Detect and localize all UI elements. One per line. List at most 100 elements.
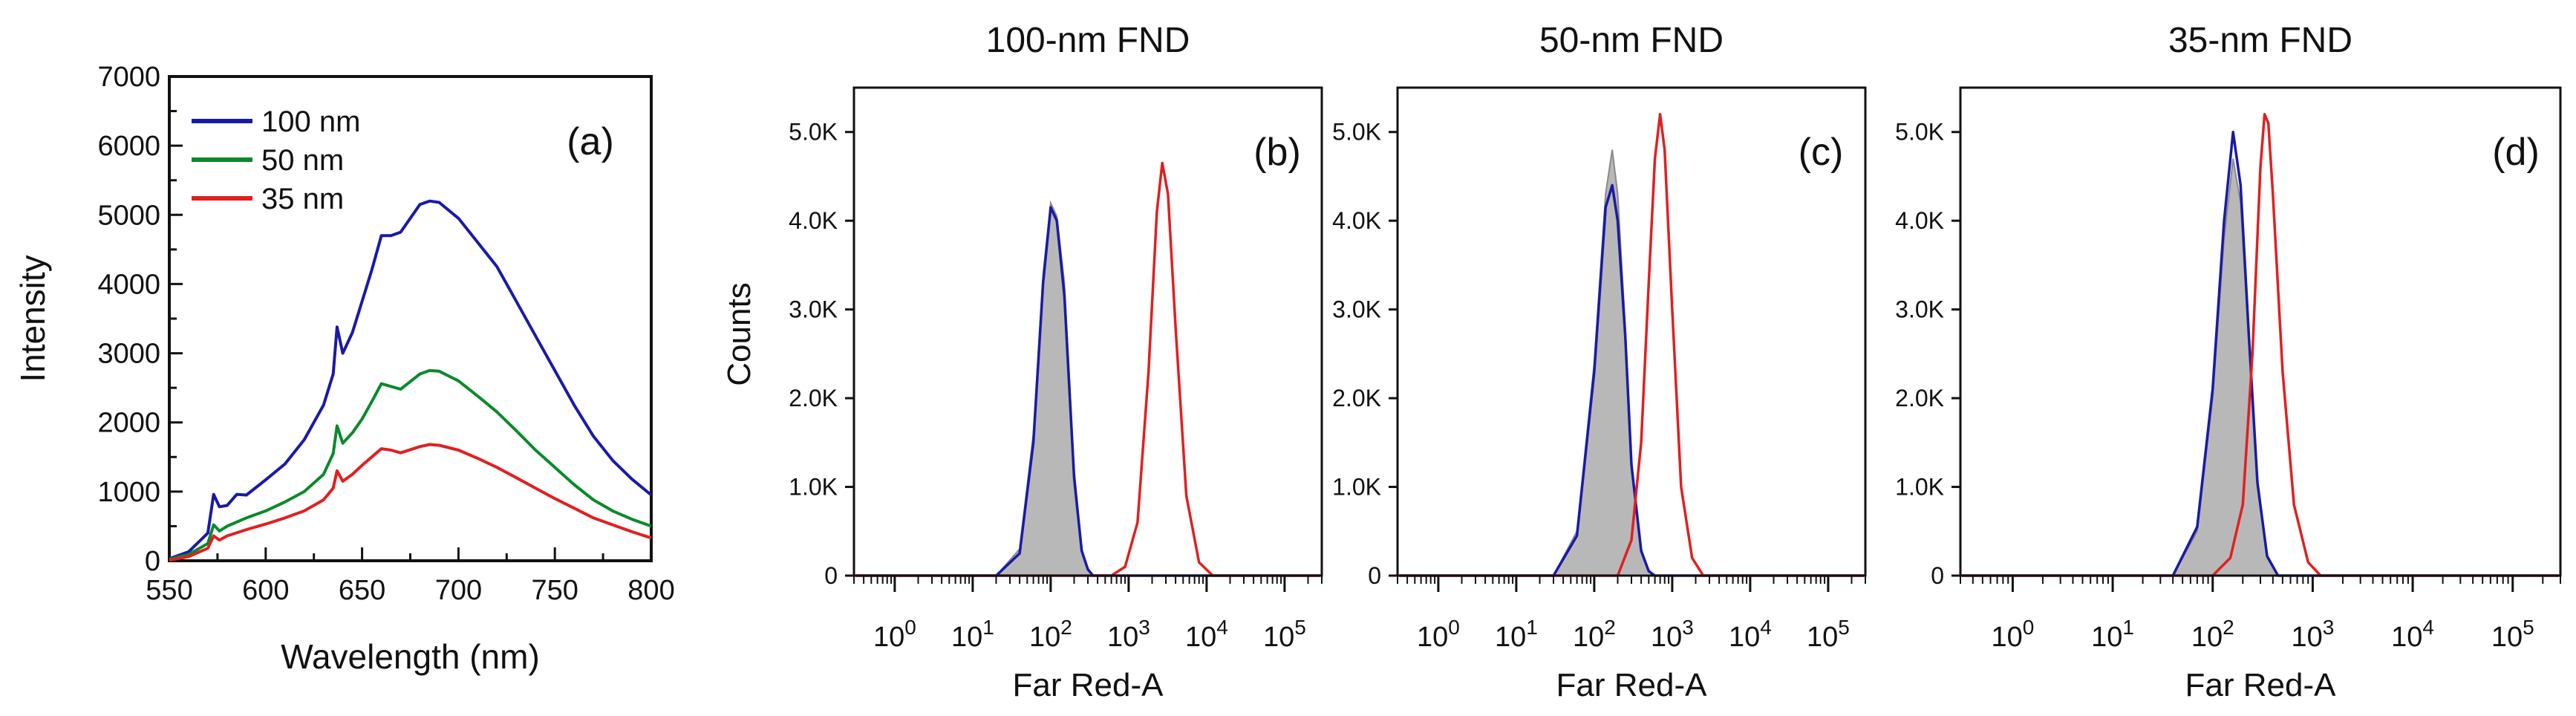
y-tick-label: 2.0K [1332,385,1381,411]
series-line-0 [169,199,653,561]
tick-base: 10 [1417,622,1448,653]
x-tick-label: 101 [1495,616,1538,653]
y-tick-label: 0 [1931,562,1944,589]
y-tick-label: 5.0K [1895,119,1944,146]
panel-label: (c) [1799,131,1844,174]
tick-exponent: 0 [2023,616,2035,639]
y-tick-label: 0 [145,546,160,577]
histogram-line-1 [1962,130,2559,577]
y-tick-label: 2.0K [789,385,838,411]
x-tick-label: 700 [435,575,482,606]
tick-base: 10 [873,622,904,653]
x-tick-label: 101 [2091,616,2134,653]
tick-exponent: 1 [2122,616,2134,639]
y-tick-label: 4.0K [789,207,838,234]
tick-exponent: 2 [2223,616,2234,639]
y-tick-label: 4.0K [1895,207,1944,234]
histogram-line-2 [855,161,1320,577]
y-tick-label: 2000 [97,408,160,439]
tick-exponent: 4 [1760,616,1772,639]
panel-label: (d) [2492,131,2540,174]
x-tick-label: 800 [627,575,674,606]
x-tick-label: 600 [242,575,289,606]
y-tick-label: 0 [824,562,838,589]
tick-exponent: 4 [1216,616,1228,639]
y-tick-label: 3.0K [789,296,838,323]
x-tick-label: 100 [1417,616,1460,653]
tick-exponent: 5 [2523,616,2534,639]
y-tick-label: 4.0K [1332,207,1381,234]
tick-exponent: 2 [1604,616,1616,639]
y-tick-label: 4000 [97,269,160,300]
y-tick-label: 5000 [97,200,160,231]
tick-exponent: 3 [2323,616,2335,639]
x-tick-label: 550 [146,575,192,606]
tick-base: 10 [2191,622,2223,653]
tick-base: 10 [2391,622,2422,653]
tick-base: 10 [1029,622,1060,653]
x-tick-label: 105 [1263,616,1306,653]
histogram-line-2 [1399,113,1864,577]
x-tick-label: 103 [2291,616,2334,653]
panel-label: (a) [567,120,614,163]
histogram-line-1 [1399,183,1864,577]
x-axis-label: Far Red-A [2185,667,2337,703]
y-tick-label: 7000 [97,62,160,93]
tick-exponent: 1 [1526,616,1538,639]
x-tick-label: 101 [951,616,994,653]
tick-exponent: 2 [1060,616,1072,639]
tick-base: 10 [1991,622,2022,653]
y-tick-label: 1000 [97,477,160,508]
tick-exponent: 0 [904,616,916,639]
x-axis-label: Wavelength (nm) [281,637,540,676]
y-tick-label: 1.0K [1895,474,1944,501]
x-tick-label: 104 [1729,616,1772,653]
histogram-line-1 [855,206,1320,577]
tick-base: 10 [1729,622,1760,653]
tick-base: 10 [1263,622,1294,653]
tick-base: 10 [2091,622,2122,653]
y-tick-label: 1.0K [789,474,838,501]
y-tick-label: 3.0K [1332,296,1381,323]
x-tick-label: 104 [2391,616,2434,653]
x-tick-label: 102 [1573,616,1616,653]
tick-base: 10 [951,622,982,653]
x-tick-label: 105 [1807,616,1850,653]
plot-frame [852,86,1323,577]
histogram-line-2 [1962,113,2559,577]
series-line-2 [169,443,652,562]
tick-exponent: 5 [1838,616,1850,639]
x-tick-label: 650 [339,575,385,606]
y-axis-label: Counts [721,282,757,385]
x-tick-label: 103 [1651,616,1694,653]
x-tick-label: 102 [2191,616,2234,653]
tick-exponent: 4 [2422,616,2434,639]
y-tick-label: 2.0K [1895,385,1944,411]
legend-label-2: 35 nm [261,183,344,215]
legend-label-1: 50 nm [261,144,344,177]
tick-base: 10 [1651,622,1682,653]
tick-exponent: 1 [982,616,994,639]
tick-exponent: 5 [1294,616,1306,639]
tick-base: 10 [1495,622,1526,653]
x-tick-label: 105 [2491,616,2534,653]
x-axis-label: Far Red-A [1556,667,1708,703]
legend-label-0: 100 nm [261,105,360,138]
tick-base: 10 [1185,622,1216,653]
panel-title: 100-nm FND [986,21,1190,60]
y-tick-label: 3000 [97,339,160,370]
y-tick-label: 5.0K [1332,119,1381,146]
y-tick-label: 0 [1368,562,1381,589]
y-tick-label: 6000 [97,131,160,162]
series-line-1 [169,368,652,562]
x-tick-label: 100 [1991,616,2034,653]
x-tick-label: 750 [531,575,578,606]
x-axis-label: Far Red-A [1013,667,1164,703]
tick-base: 10 [2291,622,2322,653]
panel-title: 50-nm FND [1539,21,1724,60]
x-tick-label: 103 [1107,616,1150,653]
tick-base: 10 [2491,622,2523,653]
x-tick-label: 102 [1029,616,1072,653]
